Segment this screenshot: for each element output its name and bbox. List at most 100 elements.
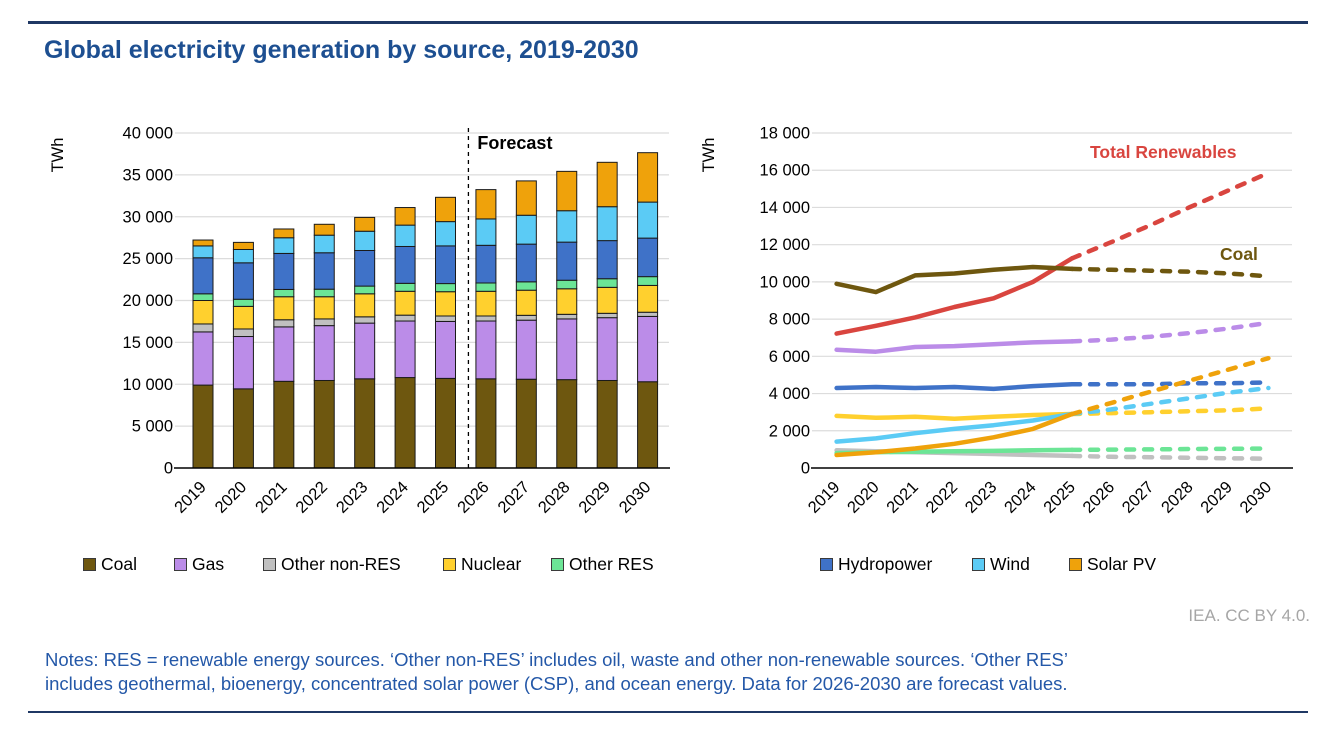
bar-segment-gas	[232, 336, 254, 390]
bar-segment-nuclear	[637, 284, 659, 313]
bar-segment-coal	[354, 378, 376, 469]
bar-segment-hydropower	[475, 244, 497, 284]
annotation-coal: Coal	[1220, 244, 1258, 264]
x-tick-label: 2020	[844, 478, 883, 517]
bar-segment-other-non-res	[313, 318, 335, 327]
bar-segment-solar-pv	[354, 216, 376, 232]
bar-segment-nuclear	[273, 296, 295, 321]
y-tick-label: 4 000	[769, 385, 810, 403]
bar-segment-wind	[515, 214, 537, 245]
x-tick-label: 2021	[252, 478, 291, 517]
bar-segment-solar-pv	[192, 239, 214, 247]
bar-segment-coal	[556, 379, 578, 469]
x-tick-label: 2027	[1119, 478, 1158, 517]
bar-segment-coal	[637, 381, 659, 469]
bar-segment-other-non-res	[192, 323, 214, 333]
line-hydropower-forecast	[1069, 380, 1271, 387]
bar-segment-hydropower	[192, 257, 214, 295]
legend-label-nuclear: Nuclear	[461, 554, 522, 574]
x-tick-label: 2023	[333, 478, 372, 517]
legend-swatch-other-non-res	[263, 558, 276, 571]
notes-line-2: includes geothermal, bioenergy, concentr…	[45, 672, 1068, 694]
y-tick-label: 0	[164, 460, 173, 478]
line-gas-history	[834, 339, 1075, 354]
bar-segment-coal	[232, 388, 254, 469]
forecast-label: Forecast	[477, 133, 552, 153]
line-hydropower-history	[834, 382, 1075, 392]
bar-segment-other-non-res	[273, 319, 295, 328]
bar-segment-solar-pv	[515, 180, 537, 216]
bar-segment-other-res	[394, 282, 416, 292]
x-tick-label: 2028	[1158, 478, 1197, 517]
y-tick-label: 30 000	[123, 208, 173, 226]
bar-segment-other-non-res	[435, 315, 456, 322]
bar-segment-gas	[394, 320, 416, 379]
bar-segment-coal	[313, 379, 335, 469]
bar-segment-other-non-res	[394, 314, 416, 322]
y-tick-label: 40 000	[123, 125, 173, 143]
bar-segment-other-non-res	[637, 311, 659, 317]
bottom-rule	[28, 711, 1308, 713]
bar-segment-nuclear	[354, 293, 376, 318]
line-nuclear-history	[834, 411, 1075, 421]
legend-swatch-gas	[174, 558, 187, 571]
notes: Notes: RES = renewable energy sources. ‘…	[45, 648, 1315, 695]
x-tick-label: 2020	[212, 478, 251, 517]
bar-segment-solar-pv	[313, 223, 335, 236]
bar-segment-nuclear	[556, 288, 578, 315]
legend-label-coal: Coal	[101, 554, 137, 574]
y-tick-label: 10 000	[123, 376, 173, 394]
bar-segment-solar-pv	[637, 152, 659, 203]
legend-swatch-other-res	[551, 558, 564, 571]
line-total-renewables-history	[834, 256, 1075, 336]
line-other-res-forecast	[1069, 446, 1271, 453]
bar-segment-solar-pv	[475, 189, 497, 220]
bar-segment-wind	[394, 224, 416, 247]
line-other-non-res-forecast	[1069, 453, 1271, 461]
bar-segment-hydropower	[354, 250, 376, 287]
legend-item-other-non-res: Other non-RES	[263, 554, 401, 575]
line-wind-forecast	[1069, 385, 1271, 417]
bar-segment-solar-pv	[435, 196, 456, 223]
legend-swatch-nuclear	[443, 558, 456, 571]
x-tick-label: 2029	[575, 478, 614, 517]
bar-segment-gas	[273, 326, 295, 382]
bar-segment-solar-pv	[596, 161, 618, 208]
license-credit: IEA. CC BY 4.0.	[1188, 606, 1310, 625]
bar-segment-other-non-res	[596, 312, 618, 319]
bar-segment-other-non-res	[232, 328, 254, 338]
bar-segment-hydropower	[637, 237, 659, 278]
legend: Coal Gas Other non-RES Nuclear Other RES…	[0, 554, 1335, 580]
bar-segment-other-res	[313, 288, 335, 298]
legend-item-wind: Wind	[972, 554, 1030, 575]
bar-segment-coal	[435, 377, 456, 469]
bar-segment-other-res	[273, 288, 295, 298]
bar-segment-wind	[232, 248, 254, 264]
bar-segment-nuclear	[596, 286, 618, 314]
line-nuclear-forecast	[1069, 406, 1271, 417]
top-rule	[28, 21, 1308, 24]
bar-segment-gas	[596, 317, 618, 381]
bar-segment-hydropower	[596, 240, 618, 280]
bar-segment-wind	[354, 230, 376, 252]
bar-segment-wind	[273, 237, 295, 254]
bar-segment-other-non-res	[475, 315, 497, 322]
line-coal-forecast	[1069, 266, 1271, 279]
x-tick-label: 2019	[171, 478, 210, 517]
y-tick-label: 0	[801, 460, 810, 478]
bar-segment-solar-pv	[556, 170, 578, 212]
bar-segment-wind	[313, 234, 335, 254]
line-gas-forecast	[1069, 320, 1271, 344]
y-tick-label: 8 000	[769, 311, 810, 329]
legend-swatch-hydropower	[820, 558, 833, 571]
y-tick-label: 16 000	[760, 162, 810, 180]
y-tick-label: 20 000	[123, 292, 173, 310]
line-solar-pv-history	[834, 411, 1075, 458]
bar-segment-nuclear	[192, 300, 214, 325]
bar-segment-gas	[435, 320, 456, 379]
line-wind-history	[834, 411, 1075, 444]
y-tick-label: 5 000	[132, 418, 173, 436]
bar-segment-solar-pv	[273, 228, 295, 239]
annotation-total-renewables: Total Renewables	[1090, 142, 1237, 162]
y-tick-label: 35 000	[123, 166, 173, 184]
